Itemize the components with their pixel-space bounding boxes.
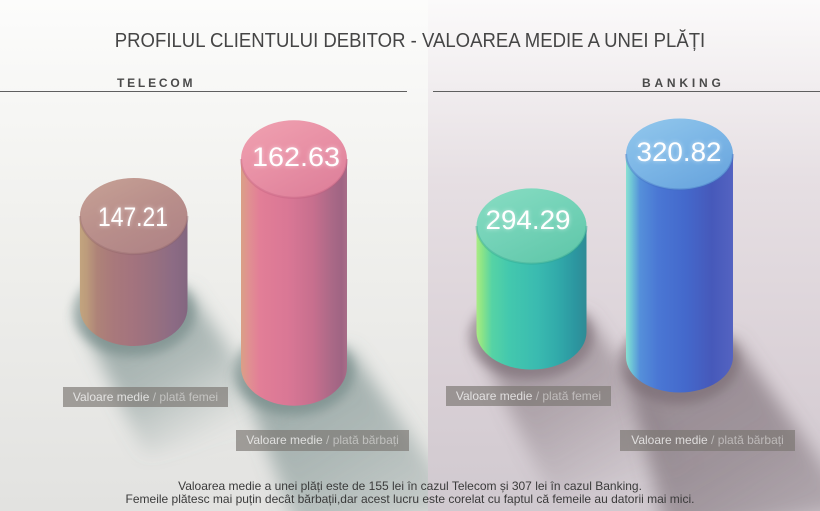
svg-text:294.29: 294.29 xyxy=(486,205,571,235)
svg-text:162.63: 162.63 xyxy=(252,142,340,172)
svg-text:147.21: 147.21 xyxy=(98,202,168,232)
svg-text:294.29: 294.29 xyxy=(486,205,571,235)
svg-text:320.82: 320.82 xyxy=(637,137,722,167)
svg-text:147.21: 147.21 xyxy=(98,202,168,232)
svg-text:320.82: 320.82 xyxy=(637,137,722,167)
svg-text:162.63: 162.63 xyxy=(252,142,340,172)
